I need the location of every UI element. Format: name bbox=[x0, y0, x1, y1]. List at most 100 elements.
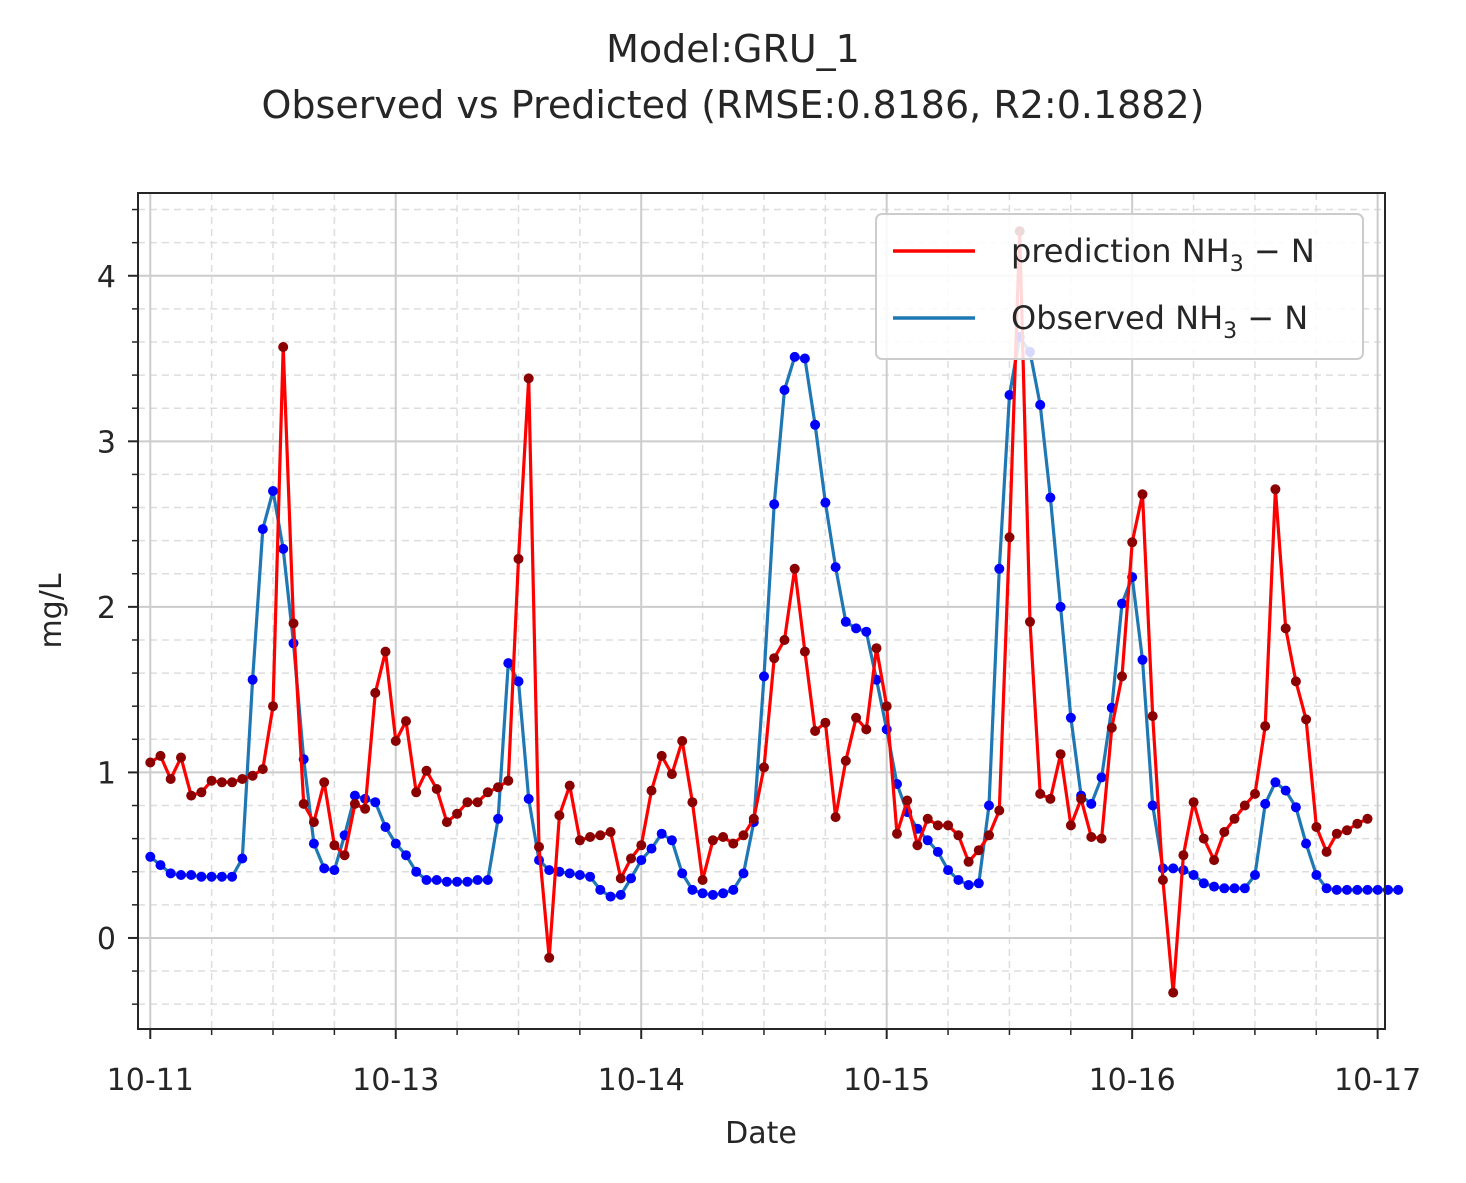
observed-point bbox=[452, 876, 463, 887]
prediction-point bbox=[1188, 797, 1199, 808]
prediction-point bbox=[1178, 850, 1189, 861]
observed-point bbox=[574, 870, 585, 880]
observed-point bbox=[707, 889, 718, 900]
observed-point bbox=[431, 875, 442, 885]
prediction-point bbox=[370, 687, 381, 698]
x-axis-label: Date bbox=[725, 1116, 797, 1151]
observed-point bbox=[615, 889, 626, 900]
prediction-point bbox=[1250, 788, 1260, 799]
prediction-point bbox=[544, 952, 555, 963]
prediction-point bbox=[1198, 833, 1209, 844]
prediction-point bbox=[912, 840, 923, 851]
prediction-point bbox=[861, 724, 872, 735]
observed-point bbox=[677, 868, 688, 879]
prediction-point bbox=[1086, 832, 1097, 842]
observed-point bbox=[329, 865, 340, 876]
prediction-point bbox=[237, 774, 248, 784]
prediction-point bbox=[278, 342, 289, 352]
observed-point bbox=[482, 875, 493, 885]
observed-point bbox=[1209, 881, 1220, 892]
prediction-point bbox=[646, 785, 657, 796]
observed-point bbox=[953, 875, 964, 885]
prediction-point bbox=[1342, 825, 1352, 836]
observed-point bbox=[1117, 598, 1127, 609]
prediction-point bbox=[636, 840, 647, 851]
observed-point bbox=[1331, 884, 1342, 895]
observed-point bbox=[247, 674, 258, 685]
prediction-point bbox=[881, 701, 892, 712]
prediction-point bbox=[1004, 532, 1015, 543]
prediction-point bbox=[1209, 855, 1220, 866]
observed-point bbox=[697, 888, 708, 899]
prediction-point bbox=[1321, 846, 1332, 857]
observed-point bbox=[728, 884, 739, 895]
prediction-point bbox=[401, 716, 411, 727]
prediction-point bbox=[810, 726, 821, 736]
prediction-point bbox=[564, 780, 575, 791]
y-tick-label: 2 bbox=[97, 591, 116, 626]
prediction-point bbox=[360, 803, 371, 814]
observed-point bbox=[278, 543, 289, 554]
legend-prediction-label: prediction NH3 − N bbox=[1011, 232, 1315, 277]
observed-point bbox=[1219, 883, 1230, 894]
observed-point bbox=[513, 676, 524, 687]
prediction-point bbox=[493, 782, 504, 793]
prediction-point bbox=[585, 832, 596, 842]
observed-point bbox=[851, 623, 862, 634]
prediction-point bbox=[605, 827, 616, 837]
prediction-point bbox=[441, 817, 452, 828]
observed-point bbox=[840, 616, 851, 627]
prediction-point bbox=[513, 553, 524, 564]
x-tick-label: 10-16 bbox=[1089, 1063, 1176, 1098]
observed-point bbox=[1096, 772, 1107, 783]
prediction-point bbox=[452, 808, 463, 819]
prediction-point bbox=[534, 841, 544, 852]
observed-point bbox=[1168, 863, 1179, 874]
prediction-point bbox=[1055, 749, 1066, 760]
observed-point bbox=[493, 813, 504, 824]
prediction-point bbox=[319, 777, 330, 788]
prediction-series bbox=[145, 226, 1373, 998]
prediction-point bbox=[1157, 875, 1168, 885]
observed-point bbox=[1250, 870, 1260, 880]
prediction-point bbox=[963, 856, 974, 867]
observed-point bbox=[1198, 878, 1209, 889]
prediction-point bbox=[830, 812, 841, 823]
prediction-point bbox=[943, 820, 954, 831]
observed-point bbox=[932, 846, 943, 857]
observed-point bbox=[421, 875, 432, 885]
prediction-point bbox=[779, 635, 790, 645]
observed-point bbox=[411, 866, 422, 877]
observed-point bbox=[1321, 883, 1332, 894]
observed-line bbox=[149, 335, 1399, 899]
x-tick-label: 10-11 bbox=[107, 1063, 194, 1098]
prediction-point bbox=[953, 830, 964, 841]
prediction-point bbox=[329, 840, 340, 851]
prediction-point bbox=[718, 832, 729, 842]
observed-point bbox=[656, 828, 667, 839]
prediction-point bbox=[390, 736, 401, 746]
legend-observed-label: Observed NH3 − N bbox=[1011, 299, 1308, 344]
prediction-point bbox=[380, 646, 391, 657]
observed-point bbox=[1137, 654, 1148, 665]
y-tick-label: 1 bbox=[97, 756, 116, 791]
series-layer bbox=[145, 226, 1404, 998]
prediction-point bbox=[1127, 537, 1138, 548]
prediction-point bbox=[1219, 827, 1230, 837]
y-tick-label: 0 bbox=[97, 922, 116, 957]
observed-point bbox=[1362, 884, 1373, 895]
x-tick-label: 10-17 bbox=[1334, 1063, 1421, 1098]
observed-point bbox=[636, 855, 647, 866]
prediction-point bbox=[1096, 833, 1107, 844]
prediction-point bbox=[257, 764, 268, 775]
prediction-point bbox=[820, 717, 831, 728]
prediction-point bbox=[595, 830, 606, 841]
prediction-point bbox=[1035, 788, 1046, 799]
prediction-point bbox=[145, 757, 156, 768]
prediction-point bbox=[165, 774, 176, 784]
prediction-point bbox=[973, 845, 984, 856]
observed-point bbox=[370, 797, 381, 808]
prediction-point bbox=[1270, 484, 1281, 495]
observed-point bbox=[523, 793, 534, 804]
